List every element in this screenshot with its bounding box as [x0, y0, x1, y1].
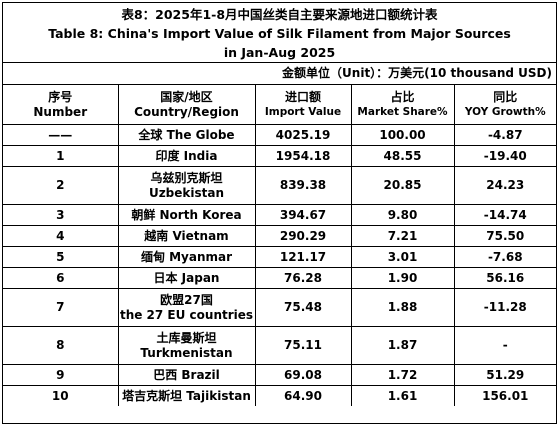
cell-import-value: 1954.18	[254, 145, 352, 167]
title-english-line-2: in Jan-Aug 2025	[223, 45, 336, 60]
cell-yoy-growth: 75.50	[453, 225, 556, 247]
cell-import-value: 75.48	[254, 288, 352, 327]
cell-number: 6	[3, 267, 119, 289]
cell-number: ——	[3, 124, 119, 146]
cell-region: 欧盟27国 the 27 EU countries	[117, 288, 256, 327]
cell-yoy-growth: 156.01	[453, 385, 556, 406]
cell-region: 越南 Vietnam	[117, 225, 256, 247]
cell-market-share: 1.61	[350, 385, 455, 406]
cell-market-share: 20.85	[350, 166, 455, 205]
cell-yoy-growth: -7.68	[453, 246, 556, 268]
table-row: 1 印度 India 1954.18 48.55 -19.40	[3, 145, 556, 167]
table-row: 10 塔吉克斯坦 Tajikistan 64.90 1.61 156.01	[3, 385, 556, 406]
table-row: 8 土库曼斯坦 Turkmenistan 75.11 1.87 -	[3, 326, 556, 365]
cell-region: 塔吉克斯坦 Tajikistan	[117, 385, 256, 406]
header-market-share: 占比 Market Share%	[350, 85, 455, 125]
cell-number: 2	[3, 166, 119, 205]
cell-import-value: 69.08	[254, 364, 352, 386]
cell-market-share: 48.55	[350, 145, 455, 167]
cell-region: 全球 The Globe	[117, 124, 256, 146]
cell-import-value: 64.90	[254, 385, 352, 406]
cell-import-value: 290.29	[254, 225, 352, 247]
cell-import-value: 394.67	[254, 204, 352, 226]
table-row: 6 日本 Japan 76.28 1.90 56.16	[3, 267, 556, 289]
cell-yoy-growth: -11.28	[453, 288, 556, 327]
cell-region: 日本 Japan	[117, 267, 256, 289]
cell-yoy-growth: -14.74	[453, 204, 556, 226]
cell-yoy-growth: 51.29	[453, 364, 556, 386]
header-number: 序号 Number	[3, 85, 119, 125]
table-title: 表8：2025年1-8月中国丝类自主要来源地进口额统计表 Table 8: Ch…	[3, 3, 556, 63]
header-import-value: 进口额 Import Value	[254, 85, 352, 125]
cell-import-value: 76.28	[254, 267, 352, 289]
import-value-table: 序号 Number 国家/地区 Country/Region 进口额 Impor…	[3, 85, 556, 406]
title-chinese: 表8：2025年1-8月中国丝类自主要来源地进口额统计表	[121, 7, 438, 22]
cell-market-share: 3.01	[350, 246, 455, 268]
cell-import-value: 75.11	[254, 326, 352, 365]
cell-number: 10	[3, 385, 119, 406]
cell-number: 5	[3, 246, 119, 268]
cell-number: 4	[3, 225, 119, 247]
cell-yoy-growth: -	[453, 326, 556, 365]
cell-region: 印度 India	[117, 145, 256, 167]
header-yoy-growth: 同比 YOY Growth%	[453, 85, 556, 125]
cell-region: 缅甸 Myanmar	[117, 246, 256, 268]
title-english-line-1: Table 8: China's Import Value of Silk Fi…	[48, 26, 511, 41]
cell-market-share: 1.88	[350, 288, 455, 327]
header-region: 国家/地区 Country/Region	[117, 85, 256, 125]
cell-import-value: 839.38	[254, 166, 352, 205]
table-row: 5 缅甸 Myanmar 121.17 3.01 -7.68	[3, 246, 556, 268]
table-row: —— 全球 The Globe 4025.19 100.00 -4.87	[3, 124, 556, 146]
cell-market-share: 100.00	[350, 124, 455, 146]
cell-yoy-growth: -4.87	[453, 124, 556, 146]
unit-label: 金额单位（Unit）：万美元(10 thousand USD)	[3, 63, 556, 85]
cell-number: 7	[3, 288, 119, 327]
cell-region: 巴西 Brazil	[117, 364, 256, 386]
cell-yoy-growth: 56.16	[453, 267, 556, 289]
cell-market-share: 1.90	[350, 267, 455, 289]
table-row: 2 乌兹别克斯坦 Uzbekistan 839.38 20.85 24.23	[3, 166, 556, 205]
cell-import-value: 121.17	[254, 246, 352, 268]
table-row: 9 巴西 Brazil 69.08 1.72 51.29	[3, 364, 556, 386]
header-row: 序号 Number 国家/地区 Country/Region 进口额 Impor…	[3, 85, 556, 125]
cell-market-share: 7.21	[350, 225, 455, 247]
cell-market-share: 9.80	[350, 204, 455, 226]
cell-region: 乌兹别克斯坦 Uzbekistan	[117, 166, 256, 205]
table-row: 7 欧盟27国 the 27 EU countries 75.48 1.88 -…	[3, 288, 556, 327]
cell-import-value: 4025.19	[254, 124, 352, 146]
table-row: 4 越南 Vietnam 290.29 7.21 75.50	[3, 225, 556, 247]
cell-number: 3	[3, 204, 119, 226]
cell-yoy-growth: -19.40	[453, 145, 556, 167]
cell-number: 9	[3, 364, 119, 386]
cell-number: 1	[3, 145, 119, 167]
cell-market-share: 1.87	[350, 326, 455, 365]
cell-region: 朝鲜 North Korea	[117, 204, 256, 226]
cell-yoy-growth: 24.23	[453, 166, 556, 205]
cell-number: 8	[3, 326, 119, 365]
cell-region: 土库曼斯坦 Turkmenistan	[117, 326, 256, 365]
cell-market-share: 1.72	[350, 364, 455, 386]
table-row: 3 朝鲜 North Korea 394.67 9.80 -14.74	[3, 204, 556, 226]
